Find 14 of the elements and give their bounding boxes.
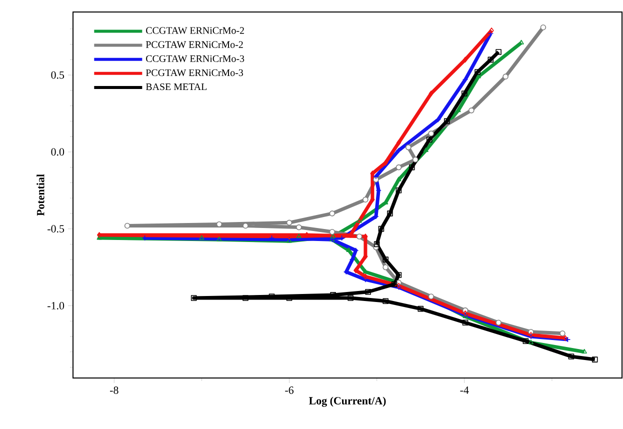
legend-label: CCGTAW ERNiCrMo-2: [146, 27, 244, 34]
y-tick-label: -0.5: [48, 225, 64, 233]
y-tick-label: -1.0: [48, 302, 64, 310]
x-tick-label: -4: [460, 386, 469, 394]
legend-label: BASE METAL: [146, 83, 207, 90]
legend-label: CCGTAW ERNiCrMo-3: [146, 55, 244, 62]
legend-label: PCGTAW ERNiCrMo-2: [146, 41, 243, 48]
y-tick-label: 0.5: [51, 71, 64, 79]
x-axis-title: Log (Current/A): [308, 396, 386, 407]
y-tick-label: 0.0: [51, 148, 64, 156]
x-tick-label: -6: [285, 386, 294, 394]
y-axis-title: Potential: [36, 174, 44, 216]
legend-label: PCGTAW ERNiCrMo-3: [146, 69, 244, 76]
x-tick-label: -8: [110, 386, 118, 394]
